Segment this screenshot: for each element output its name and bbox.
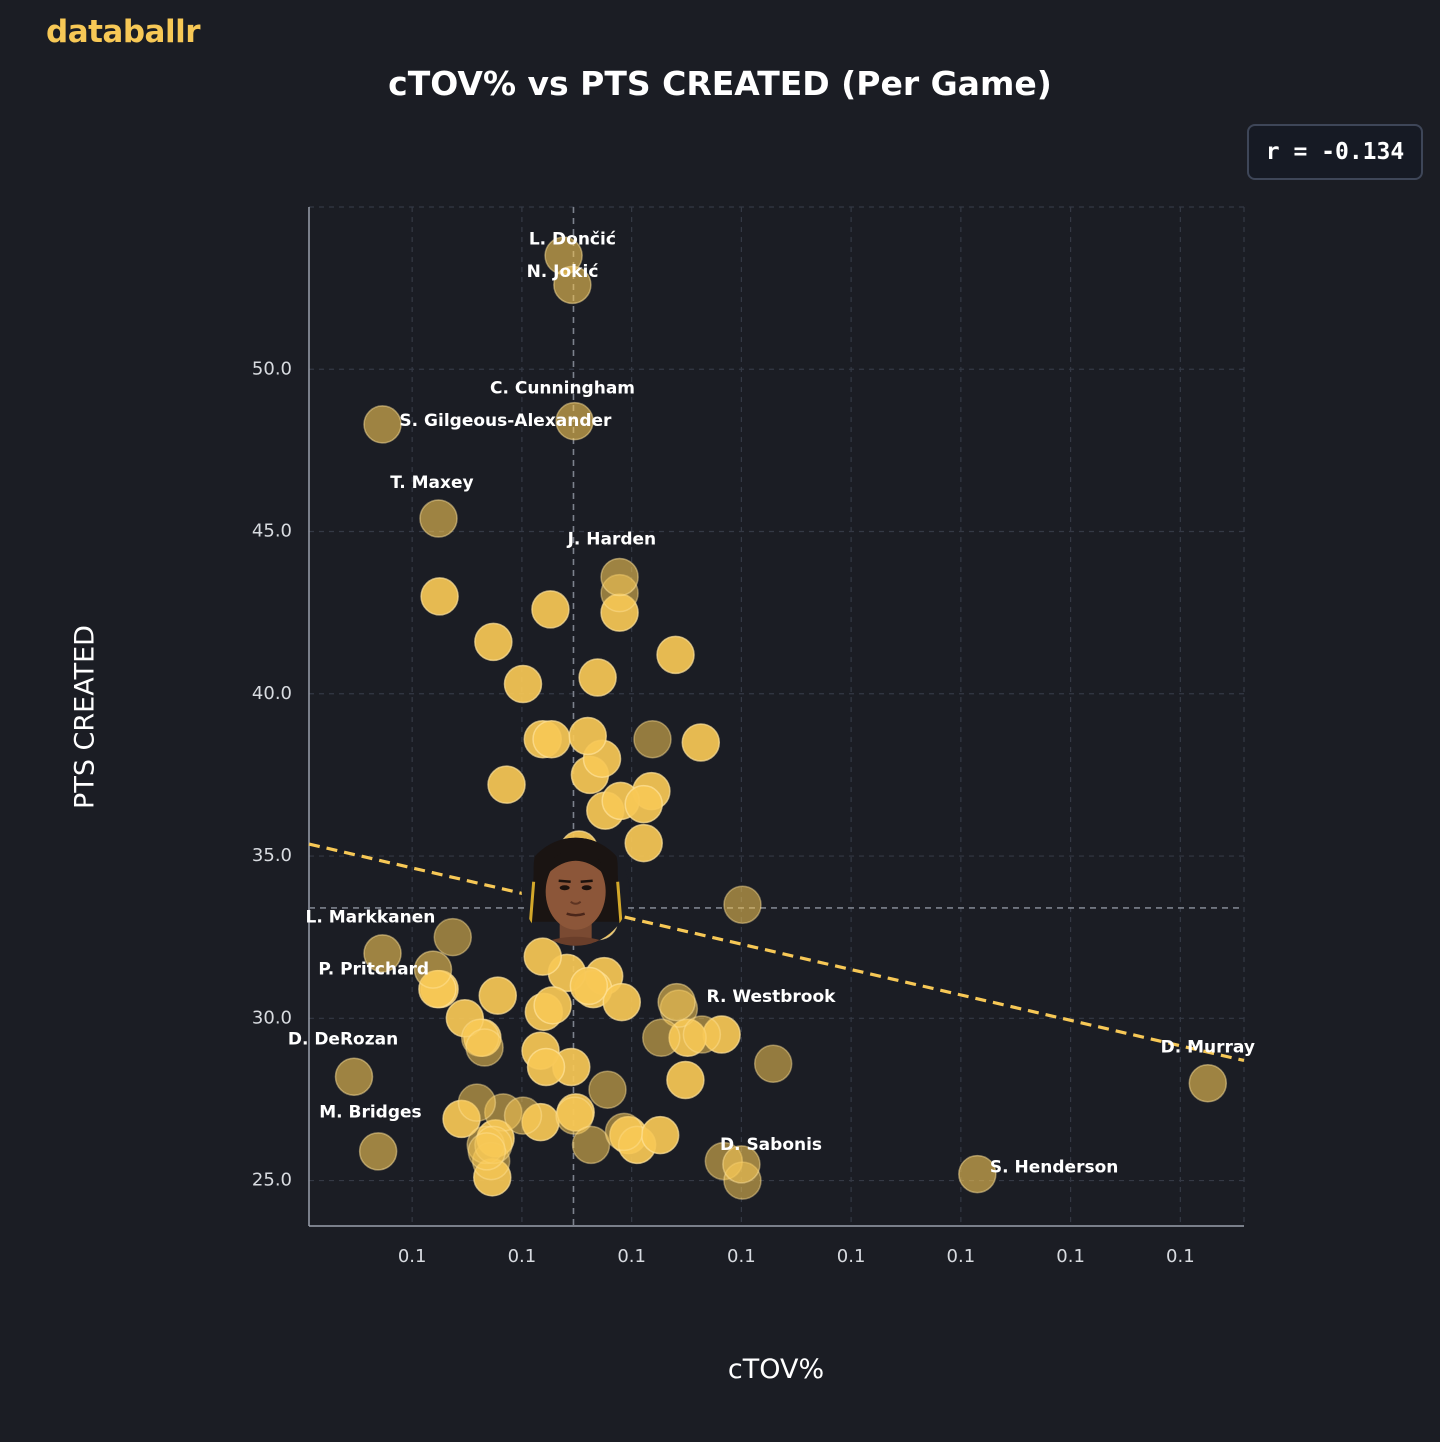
y-tick-label: 30.0	[252, 1007, 292, 1028]
left-eye	[559, 885, 570, 891]
labeled-data-point	[722, 1145, 761, 1184]
data-point	[523, 937, 562, 976]
x-tick-label: 0.1	[1056, 1246, 1085, 1267]
x-tick-label: 0.1	[1166, 1246, 1195, 1267]
eyebrows	[558, 879, 593, 883]
labeled-data-point	[657, 982, 696, 1022]
data-point	[420, 577, 459, 616]
x-tick-label: 0.1	[617, 1246, 646, 1267]
data-point	[533, 986, 572, 1025]
data-point	[467, 1132, 507, 1171]
data-point	[503, 1096, 543, 1135]
x-tick-label: 0.1	[727, 1246, 756, 1267]
labeled-data-point	[413, 950, 453, 989]
data-point	[526, 1047, 566, 1087]
data-point	[487, 765, 526, 804]
data-point	[602, 982, 642, 1022]
point-label: L. Markkanen	[306, 908, 436, 928]
data-point	[531, 590, 570, 629]
data-point	[604, 1112, 644, 1152]
point-label: C. Cunningham	[490, 379, 635, 399]
y-tick-label: 35.0	[252, 845, 292, 866]
y-tick-label: 45.0	[252, 521, 292, 542]
trendline	[308, 842, 1245, 1063]
labeled-data-point	[358, 1132, 398, 1171]
x-tick-label: 0.1	[398, 1246, 427, 1267]
data-point	[532, 719, 571, 759]
axes	[308, 207, 1244, 1227]
player-avatar	[521, 837, 630, 946]
data-point	[642, 1018, 681, 1058]
data-point	[474, 622, 513, 662]
y-tick-label: 40.0	[252, 683, 292, 704]
chart-title: cTOV% vs PTS CREATED (Per Game)	[388, 64, 1052, 103]
point-label: D. DeRozan	[288, 1029, 398, 1049]
data-point	[555, 1096, 594, 1135]
labeled-data-point	[600, 557, 639, 597]
point-label: D. Sabonis	[720, 1135, 822, 1155]
data-point	[681, 723, 721, 762]
data-point	[503, 664, 543, 704]
hairline	[547, 849, 604, 874]
avatar-face	[528, 837, 624, 946]
data-point	[682, 1015, 722, 1054]
data-point	[568, 716, 607, 756]
data-point	[457, 1083, 497, 1122]
labeled-data-point	[363, 934, 402, 973]
point-label: R. Westbrook	[707, 987, 837, 1007]
data-point	[465, 1028, 504, 1067]
data-point	[578, 658, 617, 697]
point-label: S. Gilgeous-Alexander	[399, 411, 612, 431]
data-point	[633, 719, 672, 759]
face-skin	[545, 853, 606, 930]
x-axis-label: cTOV%	[727, 1354, 825, 1385]
mouth	[566, 912, 586, 917]
point-label: M. Bridges	[319, 1102, 421, 1122]
data-point	[624, 784, 663, 824]
data-point	[624, 823, 663, 863]
player-headshot	[521, 837, 630, 946]
nose	[570, 900, 582, 905]
point-labels: L. Dončić N. Jokić C. Cunningham S. Gilgeou…	[288, 229, 1255, 1177]
labeled-data-point	[334, 1057, 374, 1096]
shoulders	[535, 936, 616, 946]
labeled-data-point	[553, 265, 592, 305]
data-point	[666, 1060, 705, 1100]
labeled-data-point	[1188, 1063, 1228, 1103]
y-tick-label: 50.0	[252, 358, 292, 379]
data-point	[433, 917, 473, 957]
data-point	[478, 976, 518, 1015]
tick-labels: 25.0 30.0 35.0 40.0 45.0 50.0 0.1 0.1 0.1 0.1 0.1 0…	[252, 358, 1195, 1267]
point-label: N. Jokić	[527, 262, 599, 282]
point-label: D. Murray	[1161, 1038, 1255, 1058]
labeled-data-point	[958, 1154, 997, 1194]
data-point	[753, 1044, 793, 1083]
labeled-data-point	[555, 401, 594, 441]
correlation-badge: r = -0.134	[1247, 124, 1423, 180]
trend-line	[308, 842, 1245, 1063]
point-label: L. Dončić	[529, 229, 616, 249]
data-point	[569, 966, 609, 1006]
brand-logo: databallr	[46, 14, 201, 50]
data-points	[334, 236, 1228, 1200]
x-tick-label: 0.1	[947, 1246, 976, 1267]
right-eye	[581, 885, 592, 891]
data-point	[723, 885, 762, 924]
data-point	[656, 635, 695, 675]
labeled-data-point	[419, 499, 458, 538]
data-point	[640, 1115, 680, 1155]
point-label: J. Harden	[567, 530, 657, 550]
labeled-data-point	[363, 405, 402, 444]
point-label: T. Maxey	[390, 473, 473, 493]
y-tick-label: 25.0	[252, 1170, 292, 1191]
data-point	[588, 1070, 627, 1109]
point-label: P. Pritchard	[318, 960, 429, 980]
data-point	[571, 1125, 611, 1165]
x-tick-label: 0.1	[837, 1246, 866, 1267]
x-tick-label: 0.1	[508, 1246, 537, 1267]
point-label: S. Henderson	[990, 1158, 1118, 1178]
